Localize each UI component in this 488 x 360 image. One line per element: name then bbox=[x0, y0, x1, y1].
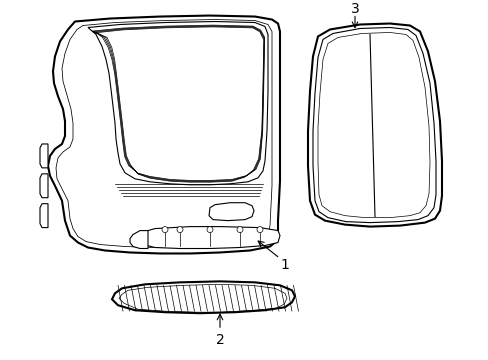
Text: 2: 2 bbox=[215, 333, 224, 347]
Polygon shape bbox=[40, 204, 48, 228]
Polygon shape bbox=[40, 174, 48, 198]
Circle shape bbox=[206, 226, 213, 233]
Polygon shape bbox=[112, 282, 294, 313]
Polygon shape bbox=[317, 32, 429, 218]
Polygon shape bbox=[307, 23, 441, 226]
Polygon shape bbox=[40, 144, 48, 168]
Circle shape bbox=[237, 226, 243, 233]
Circle shape bbox=[257, 226, 263, 233]
Polygon shape bbox=[130, 231, 148, 248]
Text: 3: 3 bbox=[350, 1, 359, 15]
Polygon shape bbox=[140, 226, 280, 248]
Polygon shape bbox=[88, 22, 267, 185]
Polygon shape bbox=[48, 15, 280, 253]
Text: 1: 1 bbox=[280, 258, 289, 273]
Polygon shape bbox=[208, 203, 253, 221]
Circle shape bbox=[162, 226, 168, 233]
Circle shape bbox=[177, 226, 183, 233]
